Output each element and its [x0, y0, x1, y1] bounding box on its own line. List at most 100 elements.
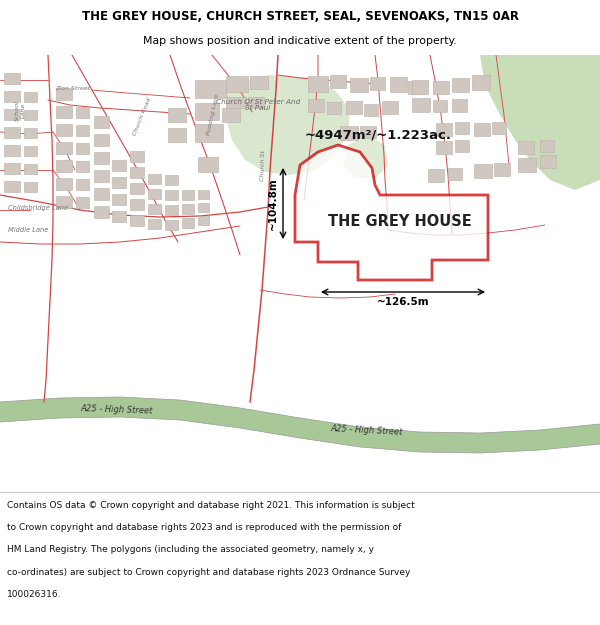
Bar: [168, 128, 186, 142]
Bar: [195, 103, 219, 120]
Bar: [4, 127, 20, 138]
Bar: [452, 99, 467, 112]
Text: School
Lane: School Lane: [14, 100, 25, 121]
Bar: [198, 157, 218, 172]
Text: THE GREY HOUSE: THE GREY HOUSE: [328, 214, 472, 229]
Bar: [148, 174, 161, 184]
Bar: [248, 97, 264, 108]
Bar: [455, 122, 469, 134]
Bar: [168, 108, 186, 122]
Bar: [433, 100, 447, 112]
Text: ~104.8m: ~104.8m: [268, 177, 278, 230]
Text: THE GREY HOUSE, CHURCH STREET, SEAL, SEVENOAKS, TN15 0AR: THE GREY HOUSE, CHURCH STREET, SEAL, SEV…: [82, 10, 518, 23]
Bar: [182, 190, 194, 200]
Bar: [364, 104, 378, 116]
Text: 100026316.: 100026316.: [7, 590, 62, 599]
Bar: [112, 211, 126, 222]
Text: Contains OS data © Crown copyright and database right 2021. This information is : Contains OS data © Crown copyright and d…: [7, 501, 415, 510]
Bar: [130, 151, 144, 162]
Text: Pudding Lane: Pudding Lane: [206, 93, 220, 136]
Bar: [56, 124, 72, 136]
Bar: [4, 163, 20, 174]
Bar: [195, 80, 227, 98]
Bar: [112, 160, 126, 171]
Bar: [412, 98, 430, 112]
Bar: [250, 76, 268, 89]
Bar: [308, 99, 324, 112]
Bar: [165, 190, 178, 200]
Text: Church Of St Peter And
St Paul: Church Of St Peter And St Paul: [216, 99, 300, 111]
Bar: [130, 183, 144, 194]
Bar: [360, 126, 376, 138]
Bar: [56, 178, 72, 190]
Bar: [148, 219, 161, 229]
Bar: [24, 128, 37, 138]
Bar: [24, 182, 37, 192]
Bar: [130, 167, 144, 178]
Bar: [56, 160, 72, 172]
Bar: [112, 194, 126, 205]
Text: Childsbridge Lane: Childsbridge Lane: [8, 205, 68, 211]
Bar: [428, 169, 444, 182]
Text: Map shows position and indicative extent of the property.: Map shows position and indicative extent…: [143, 36, 457, 46]
Bar: [492, 122, 506, 134]
Bar: [24, 110, 37, 120]
Bar: [56, 196, 72, 208]
Bar: [327, 102, 341, 114]
Text: ~126.5m: ~126.5m: [377, 297, 430, 307]
Bar: [76, 161, 89, 172]
Bar: [56, 88, 72, 100]
Polygon shape: [225, 75, 350, 175]
Text: Zion Street: Zion Street: [55, 86, 90, 91]
Text: HM Land Registry. The polygons (including the associated geometry, namely x, y: HM Land Registry. The polygons (includin…: [7, 546, 374, 554]
Bar: [24, 92, 37, 102]
Bar: [198, 190, 209, 199]
Bar: [94, 170, 109, 182]
Polygon shape: [343, 135, 388, 178]
Bar: [433, 81, 449, 94]
Bar: [94, 134, 109, 146]
Bar: [94, 116, 109, 128]
Bar: [390, 77, 407, 92]
Polygon shape: [480, 55, 600, 190]
Bar: [56, 106, 72, 118]
Polygon shape: [0, 397, 600, 453]
Bar: [474, 164, 492, 178]
Bar: [76, 125, 89, 136]
Bar: [4, 145, 20, 156]
Bar: [226, 97, 246, 108]
Bar: [226, 76, 248, 92]
Bar: [195, 124, 223, 142]
Bar: [165, 175, 178, 185]
Bar: [540, 155, 556, 168]
Bar: [165, 220, 178, 230]
Text: Church Road: Church Road: [132, 97, 152, 136]
Bar: [148, 204, 161, 214]
Bar: [76, 143, 89, 154]
Bar: [455, 140, 469, 152]
Bar: [94, 206, 109, 218]
Bar: [472, 75, 490, 90]
Bar: [370, 77, 385, 90]
Text: Middle Lane: Middle Lane: [8, 227, 49, 233]
Bar: [148, 189, 161, 199]
Bar: [436, 123, 452, 136]
Bar: [330, 75, 346, 88]
Bar: [350, 78, 368, 92]
Bar: [182, 218, 194, 228]
Bar: [436, 141, 452, 154]
Bar: [474, 123, 490, 136]
Bar: [4, 73, 20, 84]
Bar: [540, 140, 554, 152]
Bar: [112, 177, 126, 188]
Bar: [94, 152, 109, 164]
Text: A25 - High Street: A25 - High Street: [80, 404, 152, 416]
Bar: [24, 146, 37, 156]
Bar: [165, 205, 178, 215]
Text: A25 - High Street: A25 - High Street: [330, 424, 403, 437]
Bar: [494, 163, 510, 176]
Text: ~4947m²/~1.223ac.: ~4947m²/~1.223ac.: [305, 129, 452, 141]
Bar: [182, 204, 194, 214]
Bar: [346, 101, 362, 114]
Bar: [518, 158, 536, 172]
